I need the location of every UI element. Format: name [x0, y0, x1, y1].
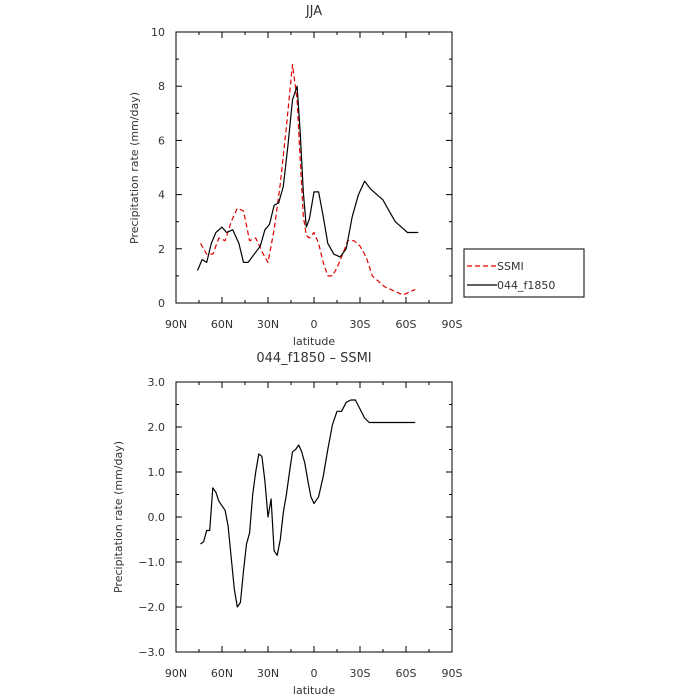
top-y-tick-label: 4 — [158, 189, 165, 202]
top-x-tick-label: 60S — [396, 318, 417, 331]
bottom-x-tick-label: 60S — [396, 667, 417, 680]
top-series-lines — [196, 63, 419, 296]
legend-label-model: 044_f1850 — [497, 279, 555, 292]
top-y-tick-label: 0 — [158, 297, 165, 310]
top-x-tick-label: 90N — [165, 318, 187, 331]
bottom-chart-title: 044_f1850 – SSMI — [256, 351, 371, 366]
legend: SSMI 044_f1850 — [463, 248, 585, 298]
top-y-tick-label: 10 — [151, 26, 165, 39]
bottom-x-tick-label: 0 — [311, 667, 318, 680]
top-x-axis-label: latitude — [293, 335, 335, 348]
top-y-ticks: 0 2 4 6 8 10 — [151, 26, 452, 310]
bottom-y-tick-label: −1.0 — [138, 556, 165, 569]
bottom-y-tick-label: −2.0 — [138, 601, 165, 614]
legend-label-ssmi: SSMI — [497, 260, 524, 273]
bottom-y-tick-label: 2.0 — [148, 421, 166, 434]
bottom-y-ticks: −3.0 −2.0 −1.0 0.0 1.0 2.0 3.0 — [138, 376, 452, 659]
bottom-y-tick-label: 3.0 — [148, 376, 166, 389]
legend-box — [463, 248, 585, 298]
top-x-tick-label: 90S — [442, 318, 463, 331]
top-y-tick-label: 6 — [158, 134, 165, 147]
bottom-x-tick-label: 60N — [211, 667, 233, 680]
bottom-y-tick-label: 1.0 — [148, 466, 166, 479]
top-chart-title: JJA — [305, 4, 322, 19]
bottom-x-tick-label: 90N — [165, 667, 187, 680]
bottom-chart-panel: 044_f1850 – SSMI 90N 60N 30N 0 30S 60S 90S −3.… — [112, 351, 463, 697]
bottom-x-tick-label: 30S — [350, 667, 371, 680]
bottom-y-tick-label: −3.0 — [138, 646, 165, 659]
top-x-ticks: 90N 60N 30N 0 30S 60S 90S — [165, 32, 463, 331]
top-y-tick-label: 8 — [158, 80, 165, 93]
bottom-x-tick-label: 30N — [257, 667, 279, 680]
bottom-x-axis-label: latitude — [293, 684, 335, 697]
top-x-tick-label: 0 — [311, 318, 318, 331]
top-series-line-044-f1850 — [196, 85, 419, 271]
bottom-y-tick-label: 0.0 — [148, 511, 166, 524]
top-chart-panel: JJA 90N 60N 30N 0 30S 60S 90S 0 2 4 6 8 10 latitude… — [128, 4, 585, 348]
bottom-series-line-difference — [200, 399, 416, 608]
top-y-axis-label: Precipitation rate (mm/day) — [128, 92, 141, 244]
top-y-tick-label: 2 — [158, 243, 165, 256]
top-x-tick-label: 30N — [257, 318, 279, 331]
top-x-tick-label: 30S — [350, 318, 371, 331]
top-plot-frame — [175, 31, 453, 304]
top-series-line-ssmi — [199, 63, 416, 296]
bottom-x-tick-label: 90S — [442, 667, 463, 680]
bottom-series-lines — [200, 399, 416, 608]
bottom-y-axis-label: Precipitation rate (mm/day) — [112, 441, 125, 593]
top-x-tick-label: 60N — [211, 318, 233, 331]
bottom-x-ticks: 90N 60N 30N 0 30S 60S 90S — [165, 382, 463, 680]
